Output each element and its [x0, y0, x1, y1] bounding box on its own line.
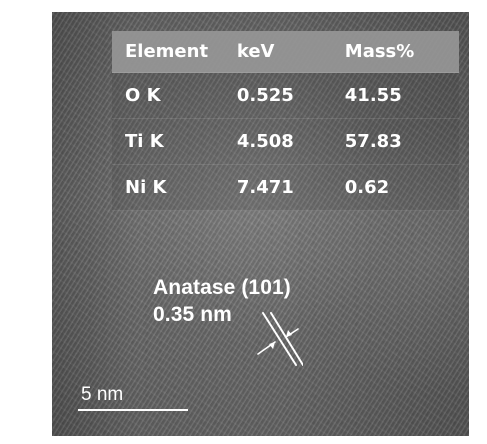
column-header-mass-percent: Mass%: [331, 31, 459, 73]
table-cell-kev: 0.525: [223, 72, 332, 119]
table-cell-kev: 4.508: [223, 118, 332, 165]
scale-bar: [78, 409, 188, 411]
column-header-kev: keV: [223, 31, 332, 73]
eds-table-header: Element keV Mass%: [112, 31, 459, 73]
phase-annotation: Anatase (101) 0.35 nm: [153, 274, 291, 328]
scale-bar-label: 5 nm: [81, 384, 124, 405]
table-cell-kev: 7.471: [223, 164, 332, 211]
column-header-element: Element: [112, 31, 224, 73]
eds-table-body: O K 0.525 41.55 Ti K 4.508 57.83 Ni K 7.…: [112, 72, 459, 211]
top-cropped-caption: [263, 0, 351, 5]
eds-composition-table: Element keV Mass% O K 0.525 41.55 Ti K 4…: [112, 31, 459, 211]
table-cell-mass-percent: 57.83: [331, 118, 459, 165]
tem-micrograph: Element keV Mass% O K 0.525 41.55 Ti K 4…: [52, 12, 469, 436]
table-cell-element: O K: [112, 72, 224, 119]
table-cell-element: Ti K: [112, 118, 224, 165]
table-cell-mass-percent: 41.55: [331, 72, 459, 119]
table-row: Ni K 7.471 0.62: [112, 164, 459, 211]
eds-table-header-row: Element keV Mass%: [112, 31, 459, 73]
lattice-spacing-arrow-icon: [257, 312, 303, 366]
table-row: Ti K 4.508 57.83: [112, 118, 459, 165]
lattice-spacing-label: 0.35 nm: [153, 303, 232, 326]
table-row: O K 0.525 41.55: [112, 72, 459, 119]
table-cell-mass-percent: 0.62: [331, 164, 459, 211]
phase-name-label: Anatase (101): [153, 276, 291, 299]
table-cell-element: Ni K: [112, 164, 224, 211]
